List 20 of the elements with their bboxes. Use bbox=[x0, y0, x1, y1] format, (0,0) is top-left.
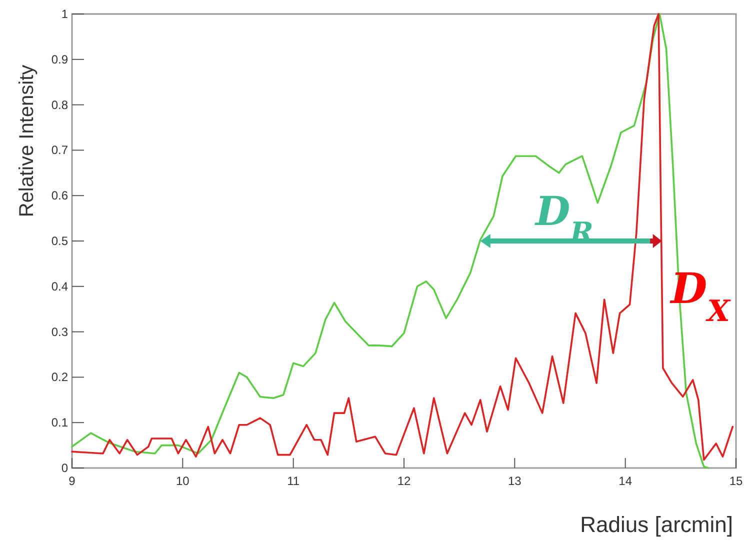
y-tick-label: 0.7 bbox=[51, 143, 68, 158]
y-tick-label: 0.3 bbox=[51, 324, 68, 339]
y-tick-label: 0 bbox=[61, 461, 68, 475]
y-axis-title: Relative Intensity bbox=[16, 64, 38, 218]
x-tick-label: 10 bbox=[176, 474, 190, 488]
y-tick-label: 0.2 bbox=[51, 370, 68, 384]
x-tick-label: 9 bbox=[68, 474, 76, 488]
x-tick-label: 14 bbox=[618, 474, 632, 488]
x-tick-label: 11 bbox=[287, 474, 300, 488]
y-tick-label: 0.4 bbox=[51, 279, 68, 294]
x-tick-label: 12 bbox=[397, 474, 411, 488]
y-tick-label: 0.1 bbox=[51, 416, 68, 430]
y-tick-label: 1 bbox=[61, 7, 68, 21]
y-tick-label: 0.6 bbox=[51, 188, 68, 203]
x-tick-label: 13 bbox=[508, 474, 522, 488]
x-tick-label: 15 bbox=[729, 474, 743, 488]
x-axis-title: Radius [arcmin] bbox=[580, 512, 733, 537]
y-tick-label: 0.9 bbox=[51, 52, 68, 66]
y-tick-label: 0.8 bbox=[51, 98, 68, 112]
y-tick-label: 0.5 bbox=[51, 234, 68, 248]
